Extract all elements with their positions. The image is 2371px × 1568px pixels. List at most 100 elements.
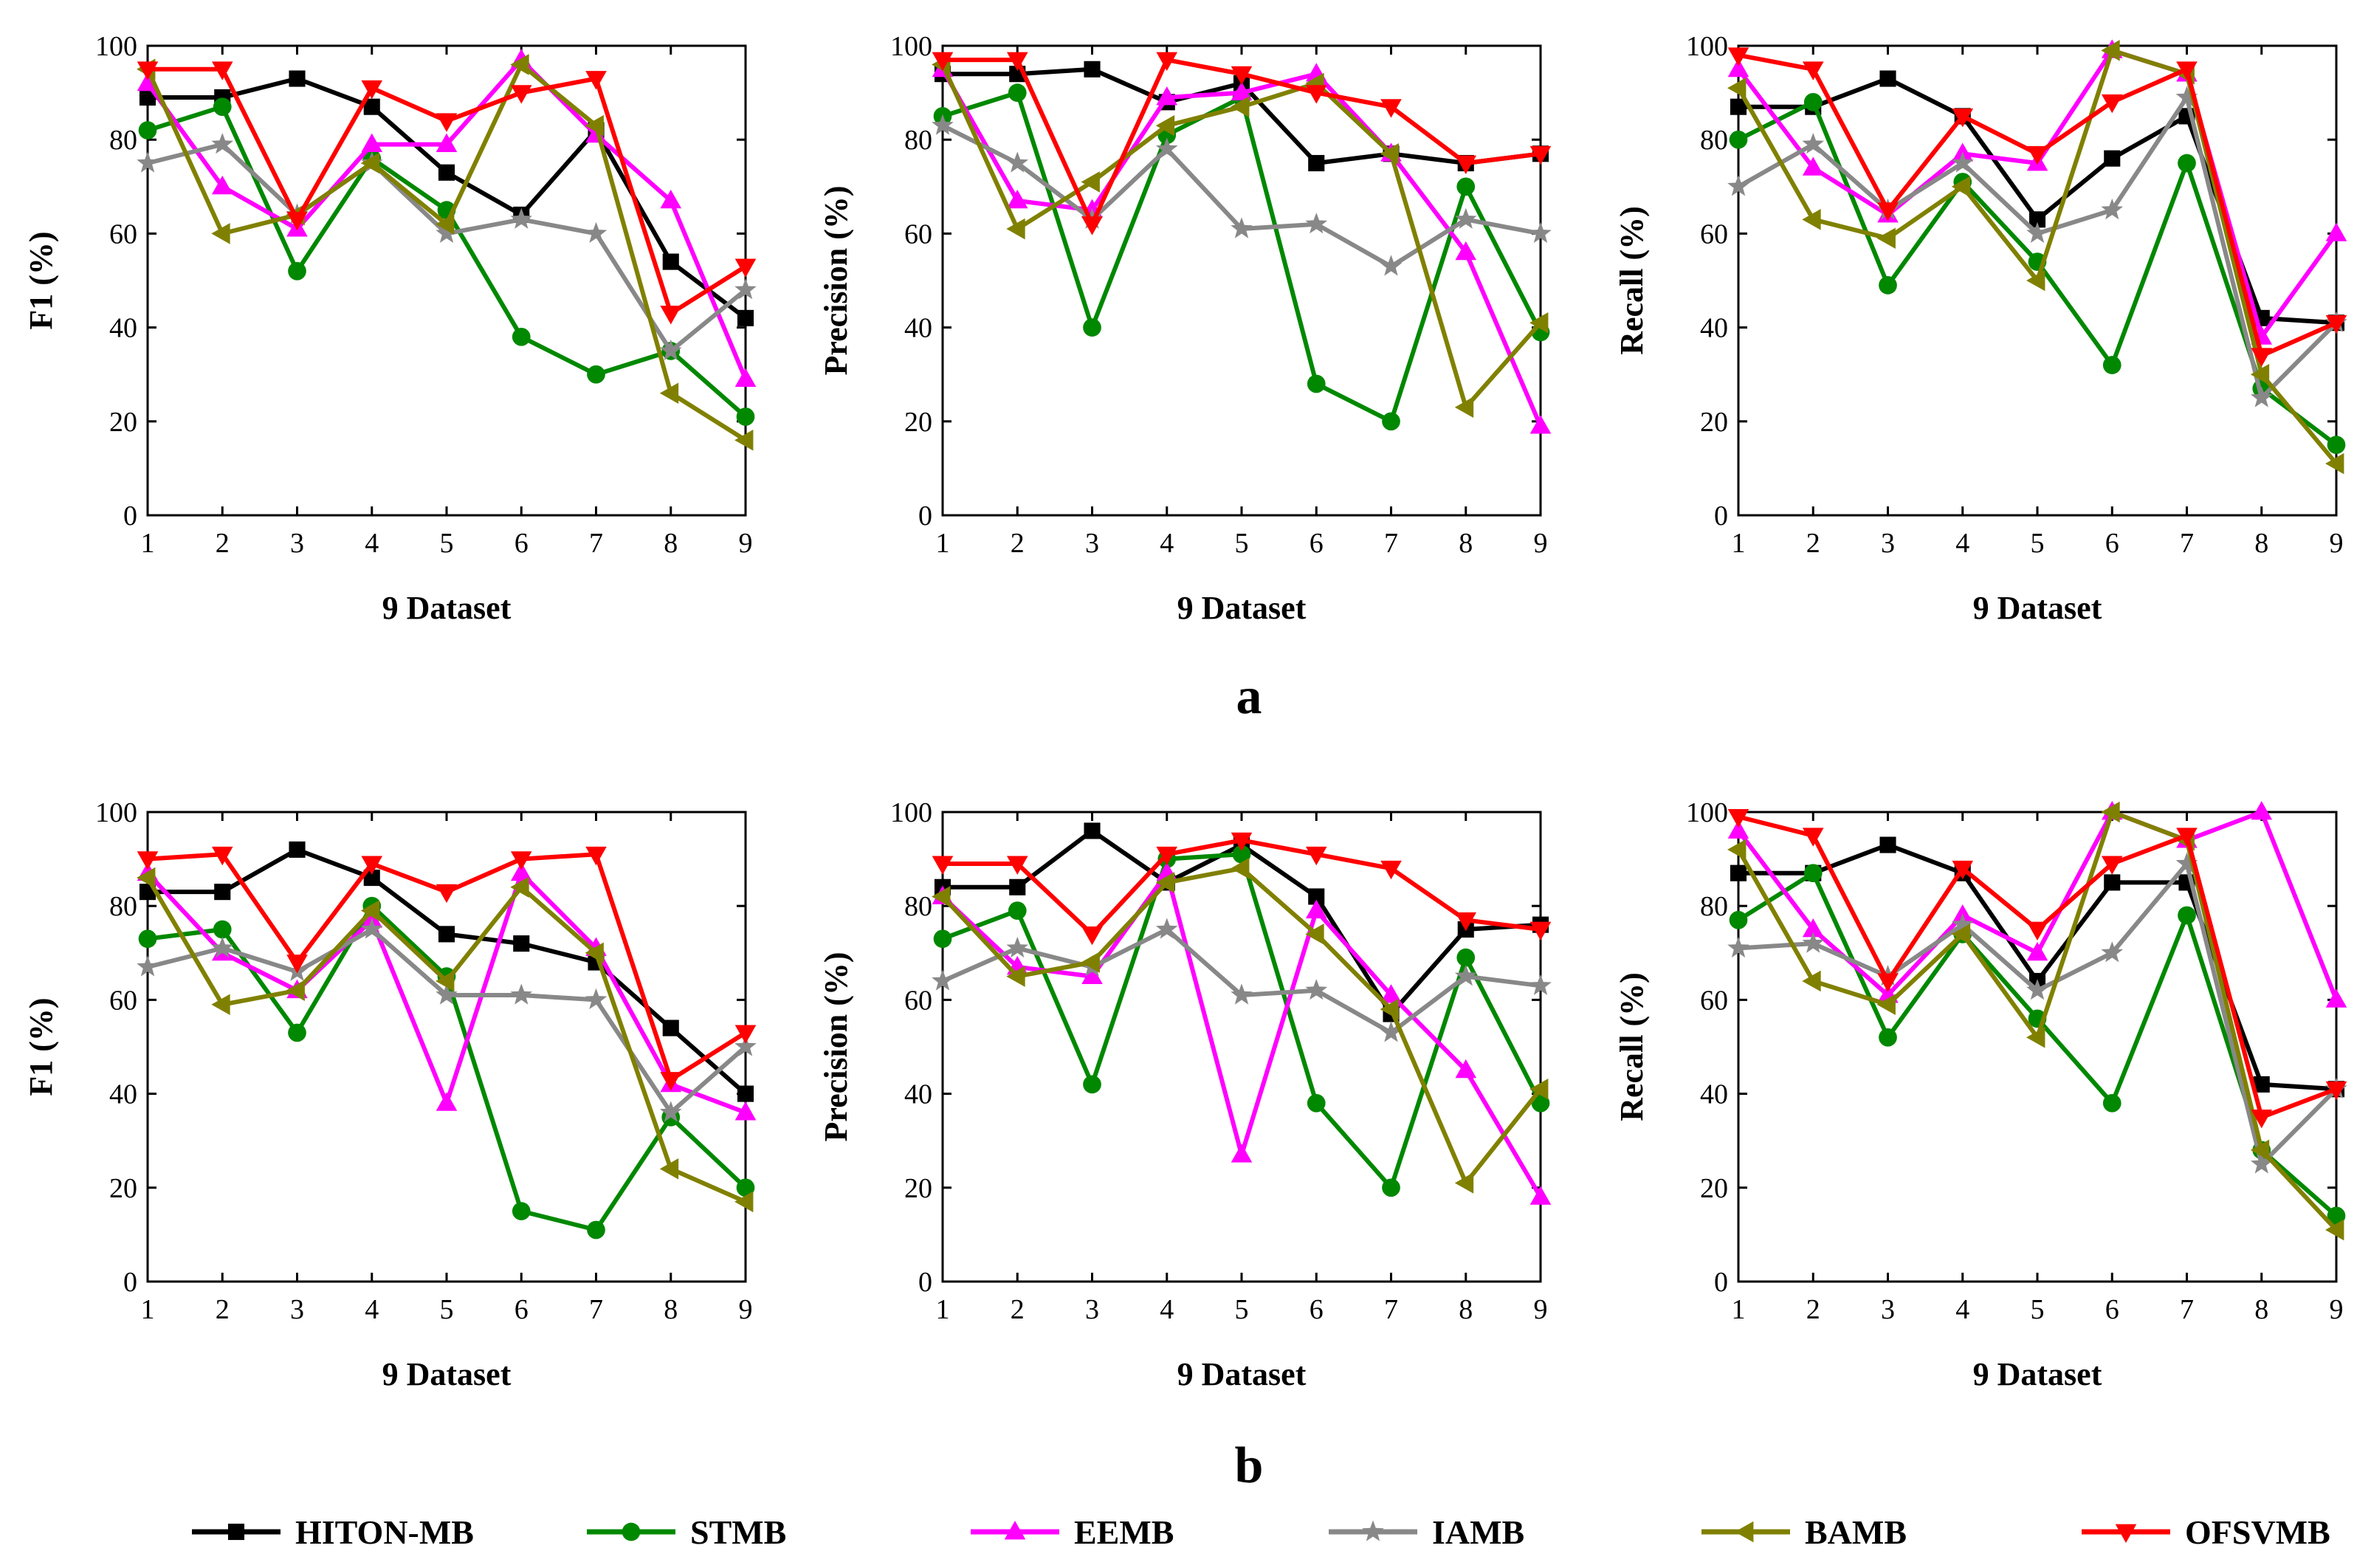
panel-b-precision-point-eemb bbox=[1305, 899, 1327, 918]
panel-b-precision-point-bamb bbox=[1155, 872, 1175, 893]
panel-b-f1-point-bamb bbox=[436, 970, 455, 992]
panel-b-precision-point-ofsvmb bbox=[1305, 846, 1327, 866]
panel-a-precision-point-eemb bbox=[1231, 81, 1253, 100]
panel-b-f1-y-tick-label: 20 bbox=[109, 1173, 137, 1204]
panel-b-f1-point-bamb bbox=[360, 900, 380, 921]
legend-swatch-marker bbox=[1362, 1520, 1384, 1541]
panel-b-precision-point-bamb bbox=[1231, 858, 1250, 879]
panel-b-precision-point-hiton-mb bbox=[1308, 888, 1325, 905]
panel-b-f1-series-bamb bbox=[137, 867, 754, 1213]
panel-b-precision-y-tick-label: 20 bbox=[904, 1173, 932, 1204]
panel-a-f1-point-iamb bbox=[137, 151, 159, 173]
panel-b-recall-point-stmb bbox=[2178, 906, 2196, 925]
panel-a-recall-point-bamb bbox=[2250, 363, 2270, 385]
panel-b-f1-point-hiton-mb bbox=[513, 935, 530, 952]
panel-b-precision-point-bamb bbox=[1454, 1172, 1474, 1194]
legend-label: EEMB bbox=[1074, 1513, 1174, 1551]
panel-b-recall-point-bamb bbox=[2026, 1026, 2045, 1048]
panel-a-precision-x-tick-label: 7 bbox=[1384, 528, 1398, 559]
panel-a-precision-point-stmb bbox=[1008, 83, 1027, 102]
panel-b-f1-point-ofsvmb bbox=[211, 846, 233, 866]
panel-a-recall-y-axis-title: Recall (%) bbox=[1614, 206, 1650, 355]
panel-a-f1-point-bamb bbox=[436, 213, 455, 235]
panel-a-f1-y-tick-label: 20 bbox=[109, 407, 137, 438]
panel-a-recall-point-ofsvmb bbox=[2026, 145, 2048, 165]
panel-b-precision-line-stmb bbox=[941, 852, 1543, 1190]
panel-a-f1-point-iamb bbox=[734, 278, 757, 300]
panel-a-f1-series-ofsvmb bbox=[137, 61, 757, 325]
panel-a-recall-point-stmb bbox=[1803, 92, 1823, 111]
panel-b-f1-point-stmb bbox=[213, 920, 232, 939]
panel-b-recall-y-tick-label: 80 bbox=[1700, 891, 1728, 922]
panel-a-f1-x-tick-label: 5 bbox=[440, 528, 454, 559]
legend-swatch-marker bbox=[1004, 1521, 1026, 1540]
panel-b-f1-point-ofsvmb bbox=[361, 856, 383, 875]
panel-a-precision-point-bamb bbox=[1231, 96, 1250, 117]
panel-a-recall-x-tick-label: 1 bbox=[1732, 528, 1746, 559]
panel-a-precision-x-tick-label: 1 bbox=[936, 528, 950, 559]
panel-a-f1-point-stmb bbox=[213, 97, 232, 117]
panel-b-recall-point-bamb bbox=[2250, 1139, 2270, 1161]
panel-b-f1-y-tick-label: 60 bbox=[109, 985, 137, 1016]
panel-b-recall-point-ofsvmb bbox=[1802, 828, 1824, 847]
legend: HITON-MB STMB EEMB IAMB BAMB OFSVMB bbox=[192, 1513, 2330, 1551]
panel-b-f1-x-tick-label: 7 bbox=[589, 1294, 603, 1325]
panel-b-precision-point-stmb bbox=[1083, 1075, 1101, 1094]
panel-a-recall-x-tick-label: 9 bbox=[2330, 528, 2344, 559]
panel-b-precision-x-tick-label: 6 bbox=[1310, 1294, 1324, 1325]
panel-b-recall-point-bamb bbox=[1876, 994, 1896, 1016]
panel-b-f1-y-tick-label: 40 bbox=[109, 1079, 137, 1110]
panel-a-recall-point-iamb bbox=[2250, 386, 2273, 408]
panel-a-f1-y-tick-label: 100 bbox=[95, 31, 137, 62]
panel-b-precision-x-tick-label: 9 bbox=[1534, 1294, 1548, 1325]
panel-a-precision-y-axis-title: Precision (%) bbox=[818, 185, 854, 375]
panel-a-f1-point-stmb bbox=[138, 121, 157, 140]
panel-a-precision-point-ofsvmb bbox=[1305, 85, 1327, 104]
panel-b-precision: 1 2 3 4 5 6 7 8 9 0 20 40 60 80 100 9 Dataset Precision … bbox=[818, 797, 1552, 1392]
panel-b-f1-point-iamb bbox=[360, 918, 383, 939]
panel-b-f1-point-bamb bbox=[659, 1158, 679, 1180]
panel-b-precision-point-bamb bbox=[1006, 966, 1025, 987]
panel-b-recall-point-ofsvmb bbox=[2026, 921, 2048, 941]
panel-a-precision-point-ofsvmb bbox=[1455, 155, 1477, 174]
panel-a-recall-point-hiton-mb bbox=[1730, 98, 1747, 115]
panel-a-precision-y-tick-label: 60 bbox=[904, 219, 932, 250]
legend-label: OFSVMB bbox=[2185, 1513, 2330, 1551]
panel-a-recall-point-iamb bbox=[2101, 199, 2124, 220]
panel-a-precision-y-tick-label: 40 bbox=[904, 313, 932, 344]
panel-a-recall-x-tick-label: 8 bbox=[2254, 528, 2268, 559]
panel-b-f1-x-tick-label: 1 bbox=[141, 1294, 155, 1325]
panel-a-precision-point-iamb bbox=[1454, 207, 1477, 229]
legend-swatch-marker bbox=[2115, 1524, 2137, 1543]
legend-swatch-marker bbox=[227, 1523, 245, 1541]
panel-a-f1-point-hiton-mb bbox=[662, 253, 679, 270]
panel-a-recall-point-ofsvmb bbox=[1802, 61, 1824, 80]
panel-a-f1-point-eemb bbox=[660, 189, 682, 209]
panel-a-recall-point-bamb bbox=[1876, 227, 1896, 250]
panel-b-f1-point-bamb bbox=[734, 1191, 754, 1213]
panel-b-precision-point-stmb bbox=[1008, 901, 1027, 920]
panel-b-f1-point-ofsvmb bbox=[286, 955, 308, 974]
panel-b-precision-point-ofsvmb bbox=[1081, 926, 1103, 946]
panel-a-recall-point-bamb bbox=[2101, 40, 2120, 61]
panel-a-f1-point-ofsvmb bbox=[361, 80, 383, 100]
panel-b-recall-x-tick-label: 1 bbox=[1732, 1294, 1746, 1325]
panel-b-precision-point-hiton-mb bbox=[1084, 822, 1101, 839]
panel-b-f1-x-tick-label: 5 bbox=[440, 1294, 454, 1325]
panel-b-precision-point-stmb bbox=[1382, 1178, 1400, 1197]
panel-b-recall-point-ofsvmb bbox=[1877, 973, 1899, 992]
panel-a-precision: 1 2 3 4 5 6 7 8 9 0 20 40 60 80 100 9 Dataset Precision … bbox=[818, 31, 1552, 626]
panel-b-recall-series-ofsvmb bbox=[1727, 808, 2347, 1129]
panel-b-f1-point-hiton-mb bbox=[737, 1085, 754, 1102]
panel-b-f1-point-ofsvmb bbox=[585, 846, 607, 866]
panel-b-f1-point-ofsvmb bbox=[734, 1025, 757, 1044]
legend-item-eemb: EEMB bbox=[971, 1513, 1174, 1551]
panel-b-precision-point-bamb bbox=[932, 886, 951, 907]
panel-a-recall-x-axis-title: 9 Dataset bbox=[1973, 590, 2102, 626]
panel-a-precision-point-bamb bbox=[1380, 142, 1399, 165]
panel-b-f1: 1 2 3 4 5 6 7 8 9 0 20 40 60 80 100 9 Dataset F1 (%) bbox=[23, 797, 757, 1392]
panel-b-f1-point-stmb bbox=[288, 1023, 306, 1042]
panel-a-precision-series-ofsvmb bbox=[932, 52, 1552, 235]
panel-a-recall-y-tick-label: 80 bbox=[1700, 125, 1728, 156]
